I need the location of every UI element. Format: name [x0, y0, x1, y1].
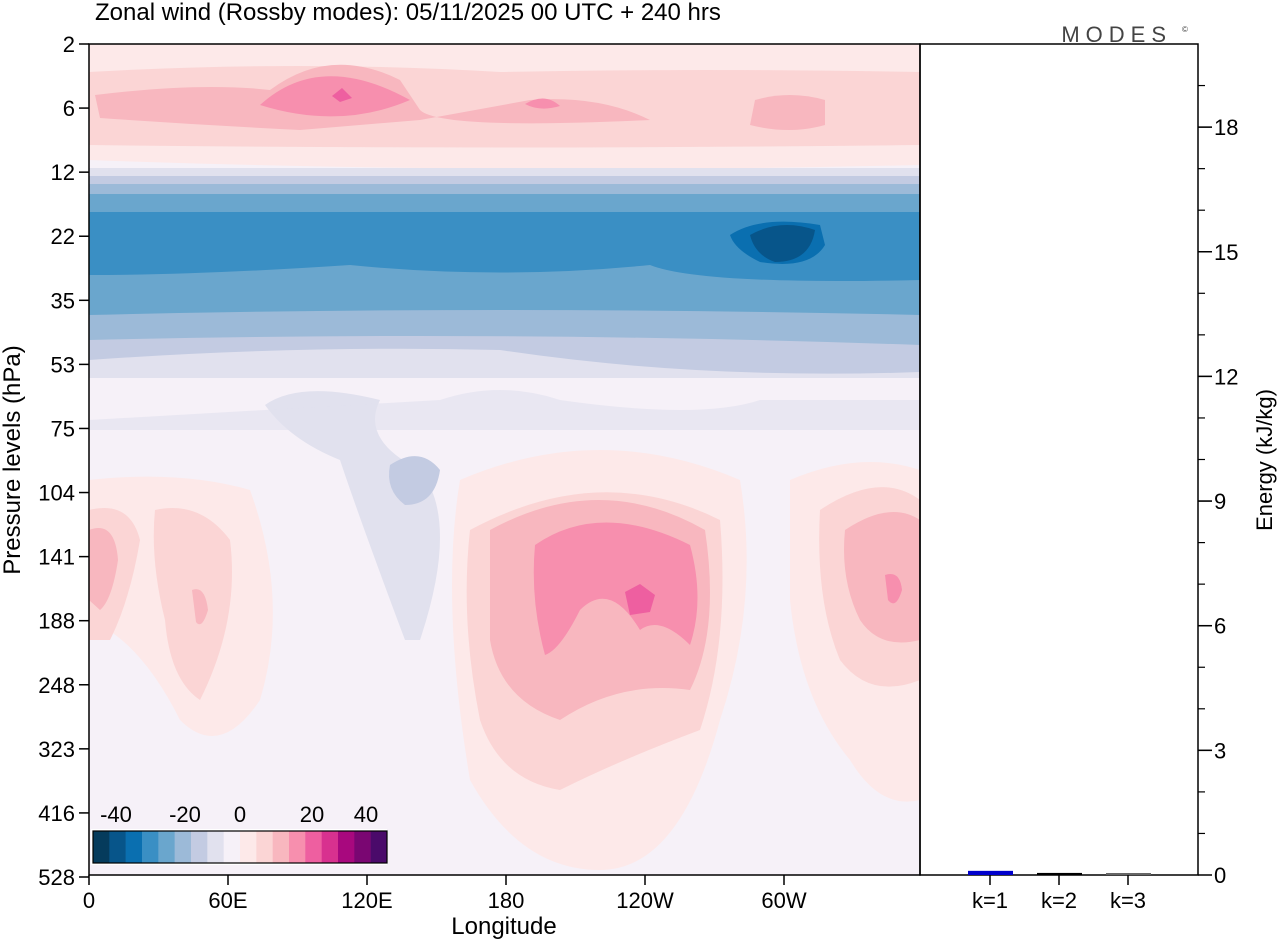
y-tick-label: 248 — [38, 673, 75, 698]
x-tick-label: 120W — [616, 888, 674, 913]
energy-frame — [919, 43, 1199, 876]
y-tick-label: 6 — [63, 96, 75, 121]
colorbar-frame — [92, 830, 388, 864]
x-axis-label: Longitude — [451, 913, 556, 940]
longitude-axis: 0 60E 120E 180 120W 60W — [83, 875, 807, 913]
x-tick-label: 60W — [761, 888, 806, 913]
y-tick-label: 416 — [38, 801, 75, 826]
colorbar-tick-label: 40 — [354, 802, 378, 827]
colorbar-swatch — [109, 831, 126, 863]
energy-tick-label: 3 — [1214, 738, 1226, 763]
y-tick-label: 35 — [51, 288, 75, 313]
x-tick-label: 180 — [488, 888, 525, 913]
y-tick-label: 12 — [51, 160, 75, 185]
energy-axis: 0 3 6 9 12 15 18 — [1198, 84, 1238, 888]
energy-tick-label: 12 — [1214, 364, 1238, 389]
colorbar-tick-label: -20 — [169, 802, 201, 827]
colorbar-swatch — [191, 831, 208, 863]
energy-tick-label: 0 — [1214, 863, 1226, 888]
x-tick-label: 0 — [83, 888, 95, 913]
y-tick-label: 53 — [51, 352, 75, 377]
bar-label: k=2 — [1041, 888, 1077, 913]
energy-tick-label: 18 — [1214, 115, 1238, 140]
energy-bars: k=1 k=2 k=3 — [968, 870, 1151, 913]
colorbar-swatch — [354, 831, 371, 863]
colorbar-swatch — [321, 831, 339, 863]
energy-tick-label: 6 — [1214, 614, 1226, 639]
colorbar-swatch — [158, 831, 175, 863]
y-tick-label: 104 — [38, 481, 75, 506]
colorbar-tick-label: 0 — [234, 802, 246, 827]
contour-field — [89, 44, 920, 875]
colorbar-swatch — [93, 831, 110, 863]
colorbar-swatch — [223, 831, 241, 863]
energy-tick-label: 15 — [1214, 240, 1238, 265]
colorbar-swatch — [125, 831, 143, 863]
energy-bar — [968, 870, 1013, 875]
bar-label: k=1 — [972, 888, 1008, 913]
colorbar-swatch — [370, 831, 388, 863]
colorbar-swatch — [305, 831, 322, 863]
energy-tick-label: 9 — [1214, 489, 1226, 514]
colorbar-swatch — [256, 831, 273, 863]
y-tick-label: 141 — [38, 545, 75, 570]
y-tick-label: 188 — [38, 609, 75, 634]
y-tick-label: 22 — [51, 224, 75, 249]
modes-logo: MODES — [1061, 22, 1172, 47]
colorbar: -40 -20 0 20 40 — [91, 802, 388, 865]
colorbar-swatch — [174, 831, 192, 863]
energy-axis-label: Energy (kJ/kg) — [1252, 389, 1277, 531]
energy-bar — [1106, 873, 1151, 875]
x-tick-label: 120E — [341, 888, 392, 913]
y-tick-label: 528 — [38, 865, 75, 890]
colorbar-tick-label: -40 — [100, 802, 132, 827]
y-tick-label: 323 — [38, 737, 75, 762]
colorbar-swatch — [289, 831, 306, 863]
y-axis-label: Pressure levels (hPa) — [0, 345, 26, 574]
colorbar-tick-label: 20 — [300, 802, 324, 827]
y-tick-label: 2 — [63, 32, 75, 57]
colorbar-swatch — [272, 831, 290, 863]
pressure-axis: 2 6 12 22 35 53 75 104 141 188 248 323 416 528 — [38, 32, 89, 890]
bar-label: k=3 — [1110, 888, 1146, 913]
copyright-icon: © — [1182, 25, 1188, 34]
colorbar-swatch — [240, 831, 257, 863]
colorbar-swatch — [142, 831, 159, 863]
energy-bar — [1037, 872, 1082, 875]
x-tick-label: 60E — [208, 888, 247, 913]
chart-title: Zonal wind (Rossby modes): 05/11/2025 00… — [95, 0, 721, 26]
colorbar-swatch — [207, 831, 224, 863]
y-tick-label: 75 — [51, 416, 75, 441]
colorbar-swatch — [338, 831, 355, 863]
